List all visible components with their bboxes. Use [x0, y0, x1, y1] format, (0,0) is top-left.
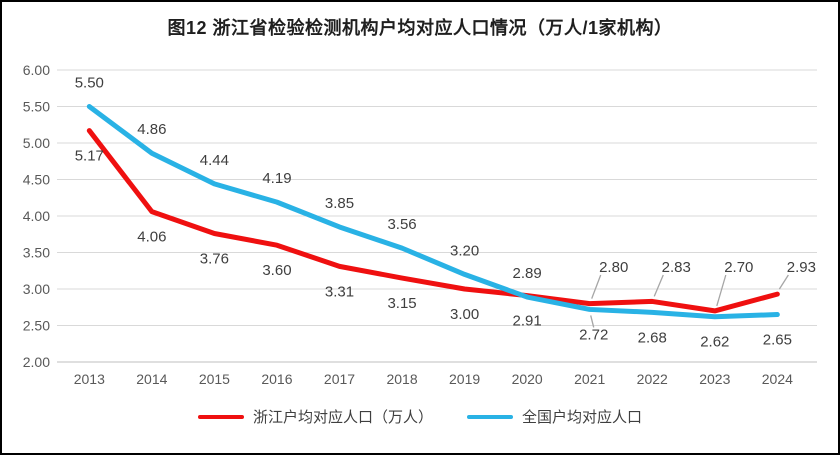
data-label: 3.15: [387, 295, 416, 312]
legend-line-swatch-icon: [467, 414, 513, 419]
data-label: 3.60: [262, 262, 291, 279]
y-tick-label: 2.00: [23, 354, 50, 370]
data-label: 2.89: [513, 265, 542, 282]
data-label: 2.65: [763, 332, 792, 349]
series-line-0: [86, 128, 780, 314]
data-label: 3.20: [450, 242, 479, 259]
x-tick-label: 2019: [449, 371, 480, 387]
x-tick-label: 2017: [324, 371, 355, 387]
x-tick-label: 2021: [574, 371, 605, 387]
data-label: 2.70: [724, 259, 753, 276]
y-tick-label: 3.00: [23, 281, 50, 297]
y-tick-label: 5.00: [23, 135, 50, 151]
x-tick-label: 2020: [512, 371, 543, 387]
x-tick-label: 2022: [637, 371, 668, 387]
legend: 浙江户均对应人口（万人） 全国户均对应人口: [2, 406, 838, 427]
legend-label: 浙江户均对应人口（万人）: [252, 409, 433, 426]
x-tick-label: 2014: [136, 371, 167, 387]
data-label: 3.76: [200, 251, 229, 268]
data-label: 2.93: [787, 259, 816, 276]
y-tick-label: 3.50: [23, 245, 50, 261]
data-label: 5.50: [75, 75, 104, 92]
data-label: 2.83: [662, 259, 691, 276]
y-tick-label: 2.50: [23, 318, 50, 334]
data-label: 3.85: [325, 195, 354, 212]
data-label: 4.44: [200, 152, 229, 169]
leader-line: [591, 274, 602, 299]
leader-line: [653, 274, 664, 297]
data-label: 2.91: [513, 313, 542, 330]
data-label: 3.31: [325, 283, 354, 300]
leader-line: [778, 274, 789, 290]
leader-line: [590, 315, 595, 328]
leader-line: [716, 274, 727, 307]
x-tick-label: 2018: [386, 371, 417, 387]
data-label: 2.62: [700, 334, 729, 351]
y-tick-label: 6.00: [23, 62, 50, 78]
legend-item: 浙江户均对应人口（万人）: [197, 406, 433, 427]
data-label: 4.86: [137, 121, 166, 138]
data-label: 3.00: [450, 306, 479, 323]
legend-label: 全国户均对应人口: [522, 409, 643, 426]
x-tick-label: 2015: [199, 371, 230, 387]
y-tick-label: 4.50: [23, 172, 50, 188]
data-label: 3.56: [387, 216, 416, 233]
y-tick-label: 4.00: [23, 208, 50, 224]
data-label: 4.19: [262, 170, 291, 187]
data-label: 5.17: [75, 148, 104, 165]
data-label: 2.80: [599, 259, 628, 276]
x-tick-label: 2013: [74, 371, 105, 387]
series-line-1: [86, 104, 780, 320]
data-label: 4.06: [137, 229, 166, 246]
legend-line-swatch-icon: [197, 414, 244, 419]
data-label: 2.72: [579, 326, 608, 343]
x-tick-label: 2023: [699, 371, 730, 387]
y-tick-label: 5.50: [23, 99, 50, 115]
x-tick-label: 2016: [261, 371, 292, 387]
legend-item: 全国户均对应人口: [467, 406, 642, 427]
chart-title: 图12 浙江省检验检测机构户均对应人口情况（万人/1家机构）: [167, 18, 673, 38]
data-label: 2.68: [638, 329, 667, 346]
x-tick-label: 2024: [762, 371, 793, 387]
